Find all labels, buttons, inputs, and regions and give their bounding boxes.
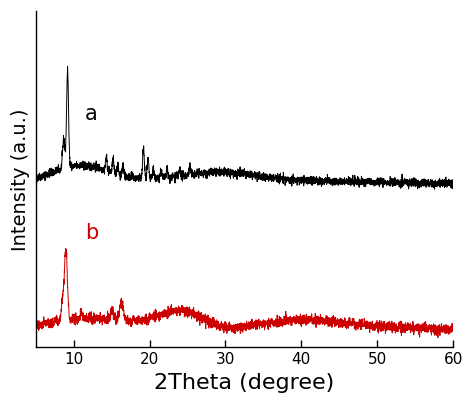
Text: a: a — [85, 104, 98, 124]
Y-axis label: Intensity (a.u.): Intensity (a.u.) — [11, 108, 30, 250]
Text: b: b — [85, 223, 98, 243]
X-axis label: 2Theta (degree): 2Theta (degree) — [155, 373, 335, 393]
